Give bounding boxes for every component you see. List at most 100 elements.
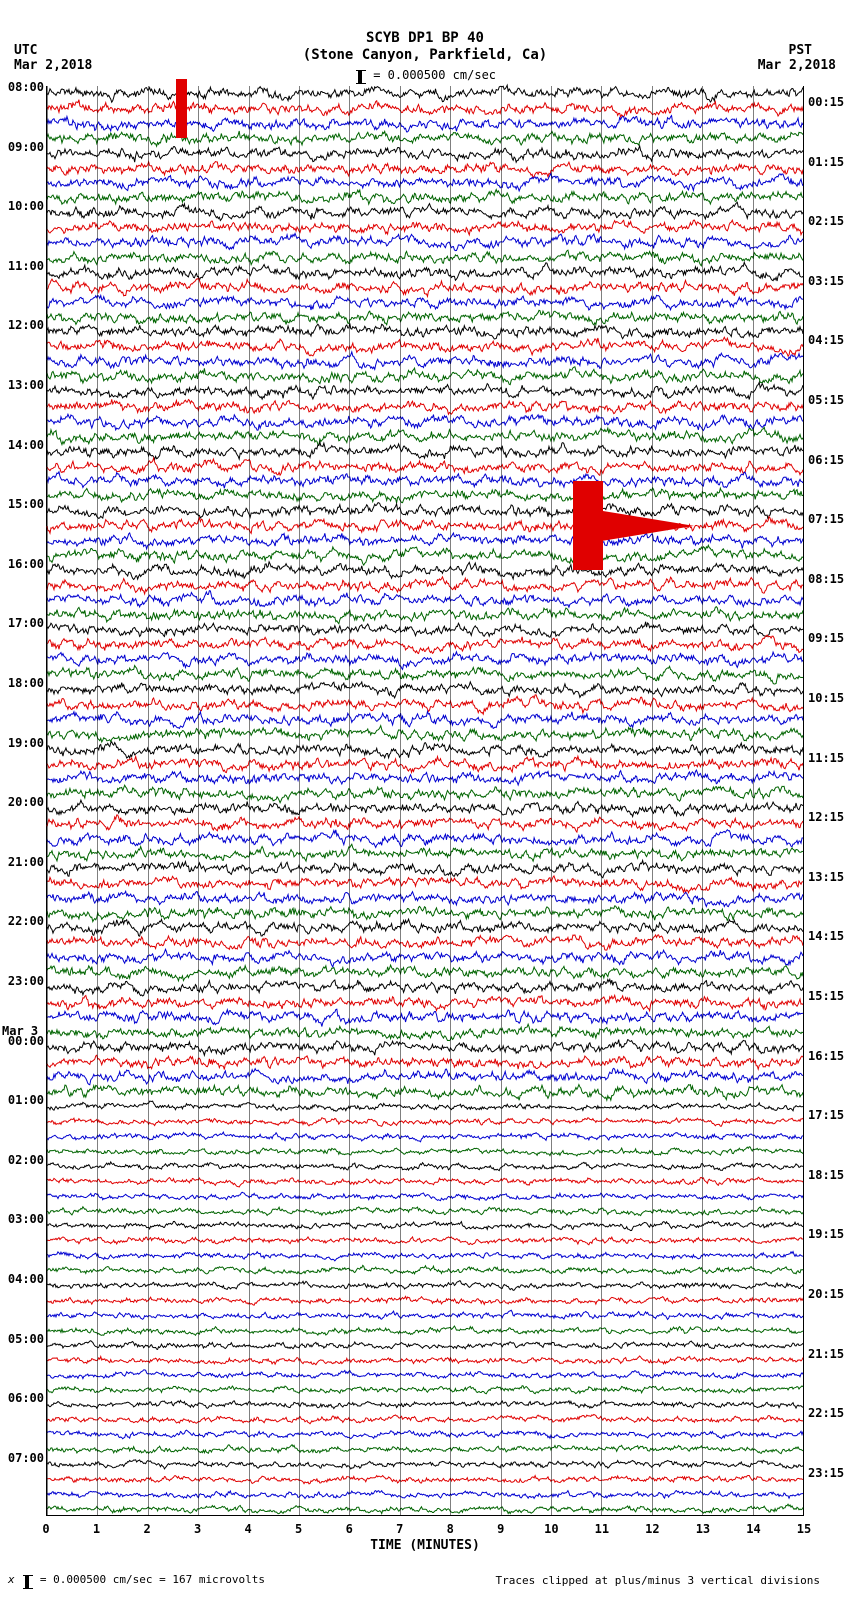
seismic-trace [47,727,803,742]
x-tick-label: 4 [245,1522,252,1536]
seismic-trace [47,1293,803,1308]
seismic-event [573,481,603,570]
seismic-trace [47,1382,803,1397]
seismic-trace [47,1055,803,1070]
seismic-trace [47,1367,803,1382]
utc-hour-label: 11:00 [0,259,44,273]
seismic-trace [47,1218,803,1233]
x-tick-label: 0 [42,1522,49,1536]
utc-hour-label: 13:00 [0,378,44,392]
x-axis-label: TIME (MINUTES) [370,1538,480,1553]
seismic-trace [47,146,803,161]
utc-hour-label: 18:00 [0,676,44,690]
grid-line-vertical [249,86,250,1515]
utc-hour-label: 00:00 [0,1034,44,1048]
x-tick-label: 8 [447,1522,454,1536]
x-tick-label: 11 [595,1522,609,1536]
pst-hour-label: 13:15 [808,870,844,884]
utc-hour-label: 22:00 [0,914,44,928]
seismic-trace [47,1442,803,1457]
scale-bar-icon [25,1575,29,1589]
seismic-trace [47,429,803,444]
x-tick-label: 5 [295,1522,302,1536]
pst-hour-label: 11:15 [808,751,844,765]
seismic-trace [47,846,803,861]
seismic-trace [47,712,803,727]
seismic-event-tail [603,511,694,541]
seismic-trace [47,1189,803,1204]
utc-hour-label: 06:00 [0,1391,44,1405]
seismic-trace [47,1278,803,1293]
pst-hour-label: 05:15 [808,393,844,407]
seismic-trace [47,697,803,712]
seismic-trace [47,86,803,101]
date-right-label: Mar 2,2018 [758,58,836,73]
timezone-left-label: UTC [14,43,37,58]
seismic-trace [47,161,803,176]
grid-line-vertical [803,86,804,1515]
seismic-trace [47,786,803,801]
grid-line-vertical [450,86,451,1515]
seismic-trace [47,771,803,786]
seismic-trace [47,622,803,637]
utc-hour-label: 10:00 [0,199,44,213]
x-tick-label: 15 [797,1522,811,1536]
seismic-trace [47,742,803,757]
seismic-trace [47,1040,803,1055]
pst-hour-label: 18:15 [808,1168,844,1182]
seismic-trace [47,369,803,384]
grid-line-vertical [753,86,754,1515]
pst-hour-label: 14:15 [808,929,844,943]
seismic-trace [47,861,803,876]
seismic-trace [47,757,803,772]
seismic-trace [47,116,803,131]
seismic-trace [47,667,803,682]
seismic-trace [47,876,803,891]
pst-hour-label: 06:15 [808,453,844,467]
seismic-trace [47,295,803,310]
grid-line-vertical [652,86,653,1515]
seismic-trace [47,995,803,1010]
seismic-trace [47,950,803,965]
seismic-trace [47,563,803,578]
seismic-trace [47,205,803,220]
pst-hour-label: 08:15 [808,572,844,586]
pst-hour-label: 02:15 [808,214,844,228]
pst-hour-label: 00:15 [808,95,844,109]
x-tick-label: 6 [346,1522,353,1536]
grid-line-vertical [601,86,602,1515]
pst-hour-label: 09:15 [808,631,844,645]
pst-hour-label: 20:15 [808,1287,844,1301]
utc-hour-label: 17:00 [0,616,44,630]
seismic-trace [47,310,803,325]
x-tick-label: 14 [746,1522,760,1536]
seismic-trace [47,906,803,921]
seismic-trace [47,1263,803,1278]
utc-hour-label: 12:00 [0,318,44,332]
grid-line-vertical [148,86,149,1515]
seismic-trace [47,1353,803,1368]
seismic-trace [47,131,803,146]
seismic-trace [47,235,803,250]
seismic-trace [47,935,803,950]
station-location: (Stone Canyon, Parkfield, Ca) [0,47,850,64]
seismic-trace [47,1025,803,1040]
utc-hour-label: 03:00 [0,1212,44,1226]
seismic-trace [47,593,803,608]
pst-hour-label: 07:15 [808,512,844,526]
utc-hour-label: 08:00 [0,80,44,94]
pst-hour-label: 23:15 [808,1466,844,1480]
plot-header: SCYB DP1 BP 40 (Stone Canyon, Parkfield,… [0,0,850,82]
seismic-trace [47,1323,803,1338]
seismic-trace [47,1099,803,1114]
utc-hour-label: 14:00 [0,438,44,452]
pst-hour-label: 17:15 [808,1108,844,1122]
seismic-trace [47,220,803,235]
pst-hour-label: 19:15 [808,1227,844,1241]
utc-hour-label: 09:00 [0,140,44,154]
x-tick-label: 2 [143,1522,150,1536]
pst-hour-label: 16:15 [808,1049,844,1063]
pst-hour-label: 21:15 [808,1347,844,1361]
seismic-trace [47,980,803,995]
seismic-trace [47,1248,803,1263]
